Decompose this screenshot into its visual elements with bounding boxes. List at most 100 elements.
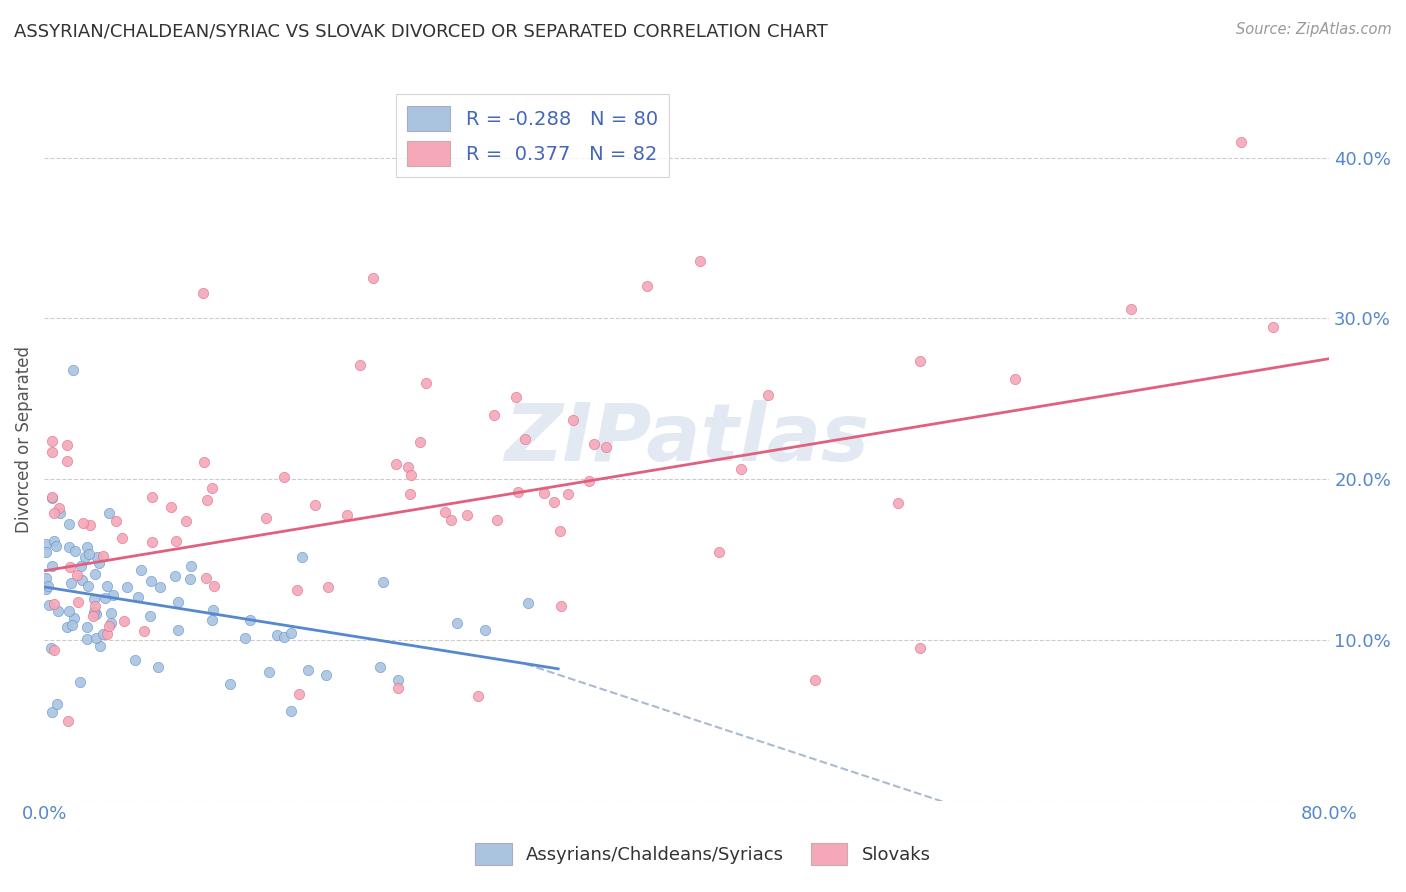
Point [58,604,80,618]
Point [486,513,509,527]
Point [193,286,215,301]
Point [91,626,114,640]
Point [689,254,711,268]
Point [89,556,111,570]
Point [62,363,84,377]
Point [266,628,288,642]
Point [409,435,432,450]
Point [434,505,457,519]
Point [63,611,86,625]
Point [41,491,63,505]
Point [467,689,489,703]
Point [415,376,437,391]
Point [86,550,108,565]
Point [908,353,931,368]
Point [315,668,337,682]
Point [533,486,555,500]
Point [280,704,302,718]
Point [1261,319,1284,334]
Text: ASSYRIAN/CHALDEAN/SYRIAC VS SLOVAK DIVORCED OR SEPARATED CORRELATION CHART: ASSYRIAN/CHALDEAN/SYRIAC VS SLOVAK DIVOR… [14,22,828,40]
Point [60,576,83,591]
Point [707,544,730,558]
Point [42,534,65,549]
Point [66,568,89,582]
Point [543,494,565,508]
Point [202,579,225,593]
Point [94,591,117,606]
Point [363,271,385,285]
Point [41,705,63,719]
Point [48,501,70,516]
Point [76,632,98,646]
Point [129,563,152,577]
Point [69,558,91,573]
Point [235,632,257,646]
Point [387,681,409,695]
Point [58,516,80,531]
Point [41,434,63,449]
Point [45,539,67,553]
Point [86,607,108,621]
Point [84,599,107,613]
Point [166,534,188,549]
Text: ZIPatlas: ZIPatlas [505,400,869,478]
Point [101,588,124,602]
Point [194,571,217,585]
Point [550,599,572,613]
Point [56,454,79,468]
Point [505,390,527,404]
Point [219,677,242,691]
Point [97,619,120,633]
Point [82,608,104,623]
Point [474,623,496,637]
Point [384,457,406,471]
Point [46,697,69,711]
Point [548,524,571,539]
Point [557,487,579,501]
Point [506,484,529,499]
Point [201,481,224,495]
Point [58,714,80,728]
Point [167,623,190,637]
Point [42,506,65,520]
Point [100,615,122,630]
Point [41,559,63,574]
Point [730,462,752,476]
Point [132,624,155,638]
Point [368,660,391,674]
Point [97,506,120,520]
Point [304,499,326,513]
Point [37,579,59,593]
Point [484,408,506,422]
Point [908,640,931,655]
Point [288,687,311,701]
Point [291,549,314,564]
Point [193,455,215,469]
Point [440,513,463,527]
Point [70,574,93,588]
Point [69,674,91,689]
Point [280,625,302,640]
Point [285,582,308,597]
Point [83,605,105,619]
Point [93,549,115,563]
Point [1230,135,1253,149]
Point [179,572,201,586]
Point [104,514,127,528]
Point [887,496,910,510]
Point [139,608,162,623]
Point [1121,302,1143,317]
Point [83,591,105,606]
Point [195,493,218,508]
Point [257,665,280,679]
Point [456,508,478,523]
Point [114,614,136,628]
Point [76,540,98,554]
Point [636,279,658,293]
Point [48,604,70,618]
Point [756,388,779,402]
Point [35,536,58,550]
Point [139,574,162,589]
Legend: R = -0.288   N = 80, R =  0.377   N = 82: R = -0.288 N = 80, R = 0.377 N = 82 [395,95,669,178]
Point [201,613,224,627]
